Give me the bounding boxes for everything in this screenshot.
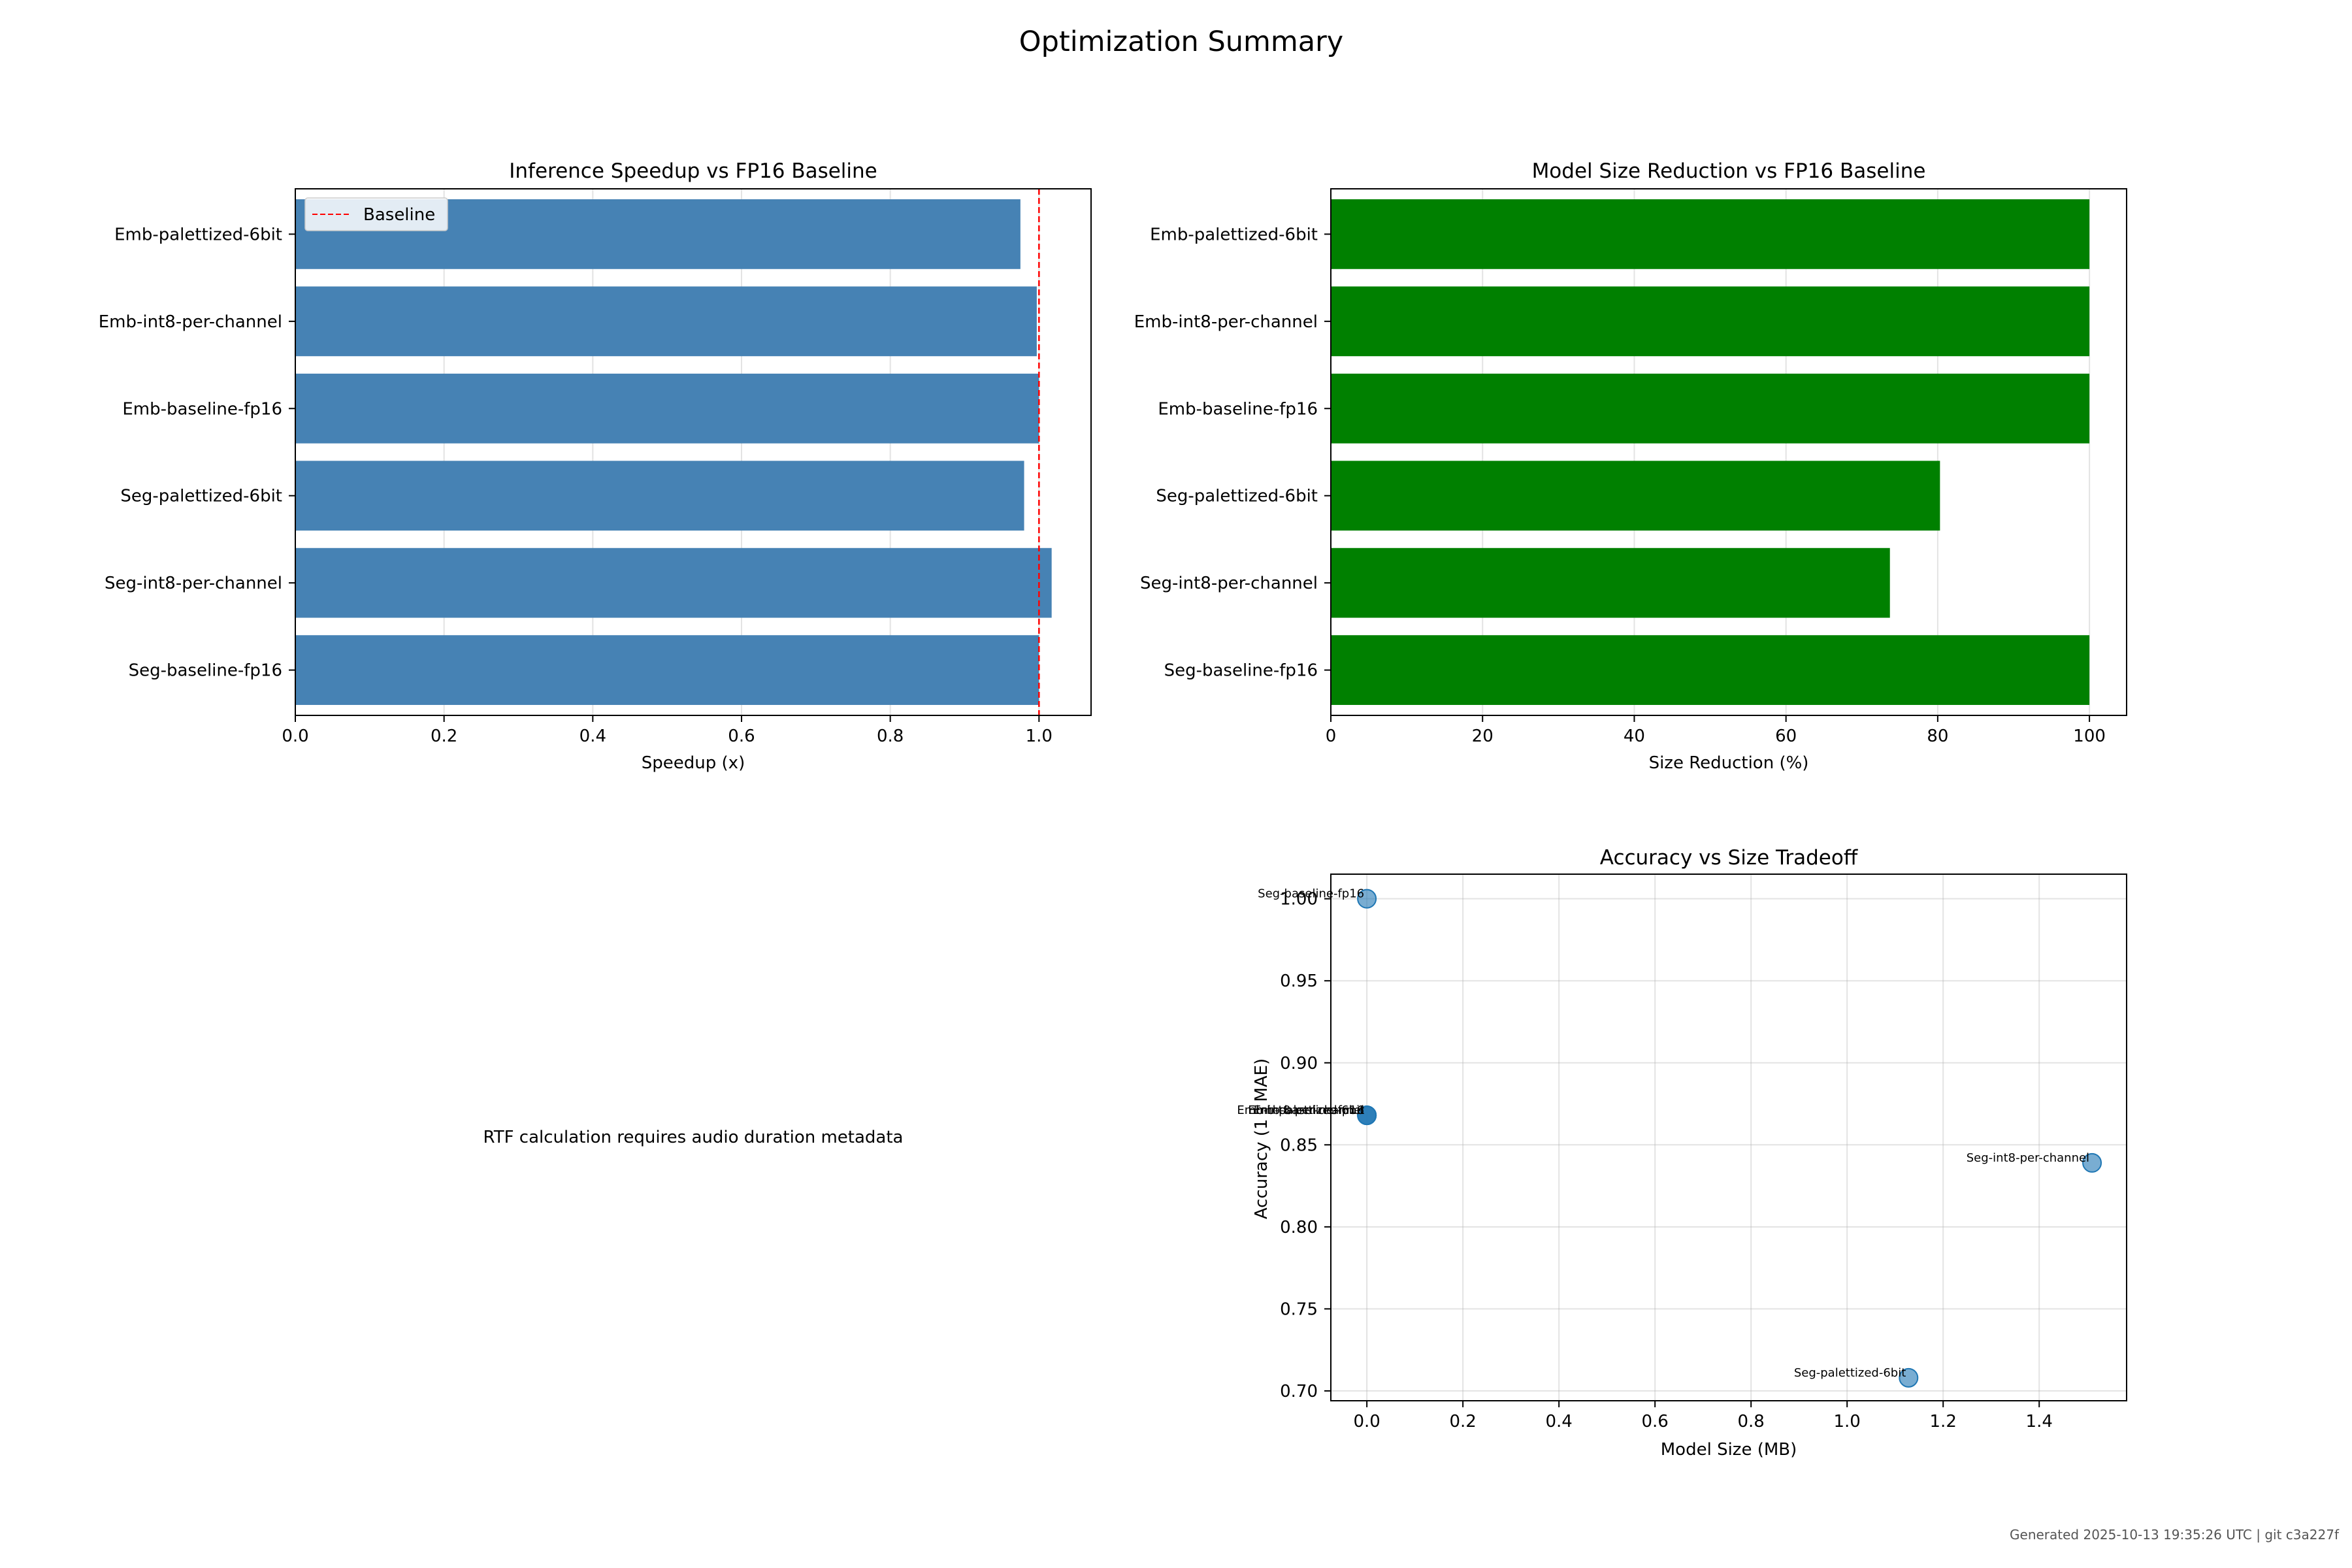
scatter-point-label: Seg-baseline-fp16 — [1258, 887, 1364, 901]
size-bar — [1331, 635, 2090, 705]
size-bar — [1331, 286, 2090, 357]
speedup-x-tick-label: 0.2 — [431, 727, 457, 746]
scatter-point-label: Emb-baseline-fp16 — [1254, 1103, 1364, 1117]
scatter-point — [2082, 1152, 2102, 1173]
size-category-label: Emb-baseline-fp16 — [1158, 399, 1318, 419]
scatter-x-axis-label: Model Size (MB) — [1661, 1440, 1797, 1460]
speedup-x-tick-label: 0.8 — [877, 727, 904, 746]
scatter-point — [1899, 1367, 1919, 1388]
speedup-bar — [295, 461, 1024, 531]
figure-title: Optimization Summary — [1019, 25, 1344, 58]
speedup-category-label: Emb-baseline-fp16 — [122, 399, 282, 419]
size-chart-title: Model Size Reduction vs FP16 Baseline — [1532, 159, 1926, 183]
size-x-tick-label: 100 — [2073, 727, 2106, 746]
size-category-label: Seg-int8-per-channel — [1140, 574, 1318, 593]
scatter-point-label: Seg-palettized-6bit — [1794, 1366, 1906, 1380]
size-category-label: Seg-palettized-6bit — [1156, 487, 1318, 506]
scatter-x-tick-label: 0.2 — [1449, 1412, 1476, 1431]
scatter-point-label: Seg-int8-per-channel — [1967, 1151, 2089, 1165]
scatter-point — [1357, 889, 1377, 909]
accuracy-scatter-chart: Accuracy vs Size Tradeoff Model Size (MB… — [1237, 846, 2127, 1460]
scatter-y-tick-label: 1.00 — [1280, 890, 1318, 909]
speedup-category-label: Seg-int8-per-channel — [105, 574, 282, 593]
speedup-x-tick-label: 1.0 — [1026, 727, 1053, 746]
speedup-bar — [295, 286, 1037, 357]
size-bar — [1331, 373, 2090, 444]
speedup-x-axis-label: Speedup (x) — [642, 753, 745, 773]
scatter-y-tick-label: 0.90 — [1280, 1054, 1318, 1073]
size-x-tick-label: 20 — [1472, 727, 1494, 746]
speedup-bar — [295, 373, 1039, 444]
scatter-x-tick-label: 0.4 — [1545, 1412, 1572, 1431]
scatter-x-tick-label: 1.4 — [2026, 1412, 2053, 1431]
scatter-y-tick-label: 0.95 — [1280, 972, 1318, 991]
size-category-label: Emb-int8-per-channel — [1134, 312, 1318, 332]
scatter-y-tick-label: 0.85 — [1280, 1135, 1318, 1155]
speedup-chart: Inference Speedup vs FP16 Baseline Speed… — [99, 159, 1092, 773]
size-category-label: Emb-palettized-6bit — [1150, 225, 1318, 244]
scatter-x-tick-label: 1.0 — [1834, 1412, 1861, 1431]
size-x-tick-label: 80 — [1927, 727, 1948, 746]
scatter-x-tick-label: 0.8 — [1738, 1412, 1765, 1431]
scatter-y-tick-label: 0.80 — [1280, 1218, 1318, 1237]
speedup-x-tick-label: 0.6 — [728, 727, 755, 746]
scatter-x-tick-label: 0.0 — [1353, 1412, 1380, 1431]
scatter-y-axis-label: Accuracy (1 - MAE) — [1252, 1058, 1271, 1219]
speedup-bar — [295, 547, 1052, 618]
speedup-category-label: Seg-palettized-6bit — [120, 487, 282, 506]
scatter-y-tick-label: 0.75 — [1280, 1299, 1318, 1319]
scatter-point — [1357, 1105, 1377, 1126]
legend-baseline-label: Baseline — [363, 205, 435, 225]
rtf-panel-message: RTF calculation requires audio duration … — [483, 1128, 904, 1147]
speedup-category-label: Seg-baseline-fp16 — [129, 661, 282, 681]
speedup-category-label: Emb-int8-per-channel — [99, 312, 282, 332]
scatter-chart-title: Accuracy vs Size Tradeoff — [1600, 846, 1858, 870]
size-bar — [1331, 461, 1940, 531]
speedup-category-label: Emb-palettized-6bit — [114, 225, 282, 244]
size-x-axis-label: Size Reduction (%) — [1649, 753, 1809, 773]
size-plot-frame — [1330, 188, 2127, 716]
size-x-tick-label: 0 — [1326, 727, 1337, 746]
scatter-x-tick-label: 1.2 — [1930, 1412, 1957, 1431]
generated-footer: Generated 2025-10-13 19:35:26 UTC | git … — [2010, 1527, 2340, 1543]
scatter-y-tick-label: 0.70 — [1280, 1382, 1318, 1401]
size-reduction-chart: Model Size Reduction vs FP16 Baseline Si… — [1134, 159, 2127, 773]
scatter-point-label: Emb-int8-per-channel — [1237, 1103, 1364, 1117]
chart-legend: Baseline — [304, 197, 448, 231]
size-bar — [1331, 547, 1890, 618]
scatter-point-label: Emb-palettized-6bit — [1248, 1103, 1364, 1117]
scatter-x-tick-label: 0.6 — [1641, 1412, 1668, 1431]
scatter-plot-frame — [1330, 874, 2127, 1401]
speedup-x-tick-label: 0.4 — [580, 727, 606, 746]
speedup-plot-frame — [295, 188, 1092, 716]
size-bar — [1331, 199, 2090, 269]
speedup-chart-title: Inference Speedup vs FP16 Baseline — [509, 159, 877, 183]
size-x-tick-label: 60 — [1775, 727, 1797, 746]
speedup-x-tick-label: 0.0 — [282, 727, 308, 746]
speedup-bar — [295, 635, 1039, 705]
size-category-label: Seg-baseline-fp16 — [1164, 661, 1318, 681]
size-x-tick-label: 40 — [1624, 727, 1645, 746]
